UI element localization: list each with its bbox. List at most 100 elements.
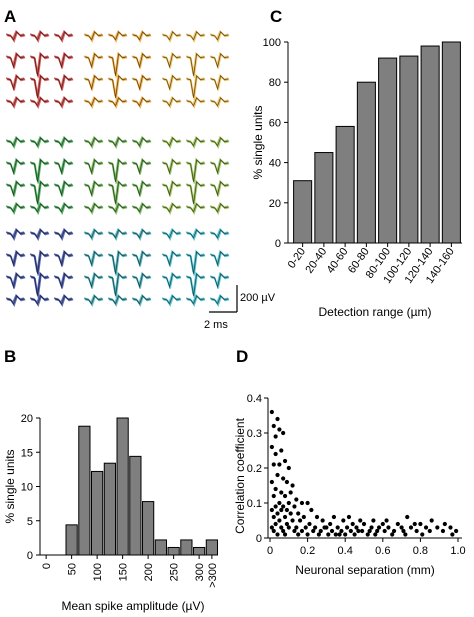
waveform-mean-trace <box>162 273 181 289</box>
scatter-point <box>282 493 288 499</box>
waveform-trace <box>7 31 26 44</box>
scatter-point <box>305 532 310 537</box>
waveform-mean-trace <box>54 181 73 197</box>
y-tick-label: 0.4 <box>247 393 262 405</box>
waveform-mean-trace <box>84 53 103 69</box>
waveform-trace <box>187 137 206 150</box>
waveform-group <box>5 29 74 110</box>
x-tick-label: 300 <box>194 563 206 581</box>
scatter-point <box>269 444 274 450</box>
waveform-mean-trace <box>84 203 103 213</box>
panel-label-c: C <box>270 7 282 26</box>
waveform-mean-trace <box>132 181 151 197</box>
scatter-point <box>423 525 429 530</box>
waveform-trace <box>211 203 230 216</box>
scatter-point <box>343 532 348 537</box>
scatter-point <box>271 462 276 467</box>
waveform-mean-trace <box>162 295 181 305</box>
scatter-point <box>275 416 280 422</box>
waveform-group <box>83 29 152 110</box>
waveform-mean-trace <box>84 273 103 289</box>
waveform-group <box>5 135 74 216</box>
scatter-point <box>369 525 374 530</box>
y-tick-label: 5 <box>27 516 33 528</box>
scatter-point <box>299 500 305 506</box>
x-tick-label: 150 <box>118 563 130 581</box>
y-tick-label: 100 <box>263 37 281 49</box>
waveform-mean-trace <box>84 137 103 147</box>
y-tick-label: 0.2 <box>247 463 262 475</box>
scatter-point <box>318 528 323 534</box>
waveform-mean-trace <box>210 251 229 267</box>
waveform-trace <box>7 295 26 308</box>
x-axis-label: Mean spike amplitude (µV) <box>62 599 205 613</box>
scatter-point <box>373 532 378 537</box>
histogram-bar <box>78 425 91 556</box>
x-tick-label: 250 <box>169 563 181 581</box>
scatter-point <box>440 528 446 534</box>
scatter-point <box>273 434 278 439</box>
histogram-bar <box>103 462 116 556</box>
scatter-point <box>279 448 284 453</box>
scatter-point <box>281 476 286 481</box>
scatter-point <box>281 504 286 509</box>
x-tick-label: 200 <box>143 563 155 581</box>
waveform-trace <box>187 295 206 308</box>
scatter-point <box>354 525 359 530</box>
waveform-mean-trace <box>186 74 205 98</box>
waveform-mean-trace <box>30 74 49 98</box>
waveform-group <box>161 29 230 110</box>
waveform-trace <box>109 229 128 242</box>
scatter-point <box>282 458 288 464</box>
bar-detection-range <box>356 81 376 244</box>
waveform-mean-trace <box>186 180 205 204</box>
scalebar-amplitude-label: 200 µV <box>240 292 276 304</box>
y-tick-label: 10 <box>21 482 33 494</box>
waveform-mean-trace <box>108 52 127 76</box>
scatter-point <box>418 521 423 527</box>
scatter-point <box>286 465 291 471</box>
waveform-mean-trace <box>6 53 25 69</box>
histogram-bar <box>205 539 218 556</box>
x-tick-label: 0.8 <box>413 545 428 557</box>
waveform-trace <box>163 295 182 308</box>
waveform-mean-trace <box>54 203 73 213</box>
scatter-point <box>391 528 397 534</box>
scatter-point <box>269 479 274 485</box>
waveform-mean-trace <box>54 159 73 175</box>
scatter-point <box>322 525 327 530</box>
scatter-point <box>365 532 370 537</box>
waveform-mean-trace <box>6 295 25 305</box>
scatter-point <box>288 511 293 516</box>
waveform-mean-trace <box>54 251 73 267</box>
scatter-point <box>288 490 293 495</box>
scatter-point <box>292 504 297 509</box>
waveform-mean-trace <box>6 181 25 197</box>
scatter-point <box>281 430 286 436</box>
waveform-mean-trace <box>108 203 127 213</box>
bar-detection-range <box>335 125 355 244</box>
scatter-point <box>269 507 274 513</box>
scatter-point <box>284 479 290 485</box>
bar-detection-range <box>314 152 334 244</box>
waveform-mean-trace <box>54 273 73 289</box>
scatter-point <box>326 532 331 537</box>
waveform-mean-trace <box>30 229 49 239</box>
x-tick-label: 0 <box>267 545 273 557</box>
scatter-point <box>412 521 417 527</box>
scatter-point <box>435 525 440 530</box>
waveform-trace <box>109 295 128 308</box>
scatter-point <box>273 451 278 457</box>
y-tick-label: 40 <box>269 158 281 170</box>
scatter-point <box>427 528 432 534</box>
waveform-mean-trace <box>162 53 181 69</box>
waveform-mean-trace <box>54 53 73 69</box>
scatter-point <box>292 528 297 534</box>
waveform-mean-trace <box>186 52 205 76</box>
scatter-point <box>448 525 453 530</box>
scatter-point <box>273 504 278 509</box>
waveform-mean-trace <box>186 31 205 41</box>
histogram-bar <box>116 417 129 556</box>
